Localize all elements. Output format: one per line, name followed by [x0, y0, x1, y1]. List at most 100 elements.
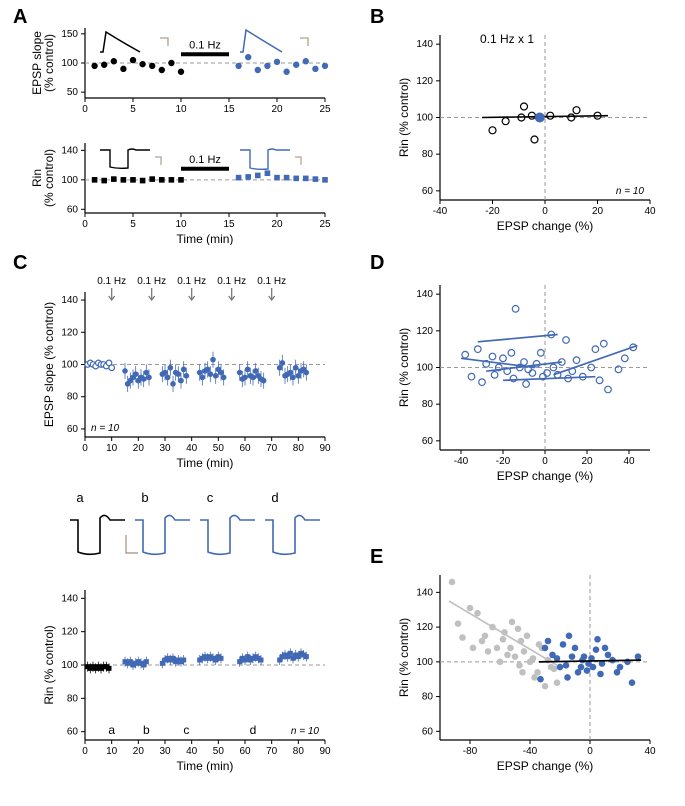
panel-label-E: E: [370, 546, 383, 569]
svg-text:60: 60: [239, 746, 251, 757]
svg-text:80: 80: [67, 392, 79, 403]
svg-text:a: a: [108, 723, 115, 737]
chart-A-top: 051015202550100150EPSP slope(% control)0…: [30, 20, 340, 130]
svg-text:70: 70: [266, 746, 278, 757]
svg-text:Rin (% control): Rin (% control): [397, 618, 411, 697]
svg-text:n = 10: n = 10: [91, 423, 120, 434]
svg-text:n = 10: n = 10: [616, 186, 645, 197]
panel-A-bottom: 051015202560100140Time (min)Rin(% contro…: [30, 135, 340, 245]
svg-text:10: 10: [106, 746, 118, 757]
svg-text:0: 0: [82, 746, 88, 757]
panel-A-top: 051015202550100150EPSP slope(% control)0…: [30, 20, 340, 130]
svg-text:EPSP change (%): EPSP change (%): [497, 759, 594, 773]
svg-text:0.1 Hz: 0.1 Hz: [217, 276, 246, 287]
chart-C-bottom: 01020304050607080906080100120140Time (mi…: [30, 580, 340, 785]
svg-text:c: c: [207, 490, 214, 505]
svg-text:b: b: [141, 490, 148, 505]
svg-text:Time (min): Time (min): [177, 759, 234, 773]
svg-text:80: 80: [422, 399, 434, 410]
svg-text:60: 60: [422, 436, 434, 447]
svg-text:100: 100: [416, 113, 433, 124]
panel-label-A: A: [13, 6, 27, 29]
svg-text:60: 60: [239, 443, 251, 454]
panel-C-traces: a b c d: [30, 490, 340, 570]
svg-text:140: 140: [61, 295, 78, 306]
svg-text:10: 10: [106, 443, 118, 454]
chart-B: -40-20020406080100120140EPSP change (%)R…: [385, 20, 670, 245]
svg-text:90: 90: [319, 746, 331, 757]
svg-text:40: 40: [186, 746, 198, 757]
svg-text:a: a: [76, 490, 84, 505]
svg-text:150: 150: [61, 29, 78, 40]
svg-text:5: 5: [130, 219, 136, 230]
svg-text:20: 20: [133, 746, 145, 757]
svg-text:0: 0: [82, 219, 88, 230]
svg-text:60: 60: [67, 424, 79, 435]
svg-text:80: 80: [422, 692, 434, 703]
svg-text:100: 100: [416, 657, 433, 668]
svg-text:0.1 Hz: 0.1 Hz: [137, 276, 166, 287]
svg-text:100: 100: [61, 58, 78, 69]
svg-text:50: 50: [213, 443, 225, 454]
svg-text:0.1 Hz: 0.1 Hz: [189, 39, 221, 51]
svg-text:120: 120: [61, 627, 78, 638]
svg-text:n = 10: n = 10: [291, 726, 320, 737]
svg-text:80: 80: [422, 149, 434, 160]
svg-text:120: 120: [416, 326, 433, 337]
svg-text:140: 140: [416, 587, 433, 598]
chart-E: -80-400406080100120140EPSP change (%)Rin…: [385, 560, 670, 785]
svg-text:20: 20: [592, 206, 604, 217]
chart-D: -40-20020406080100120140EPSP change (%)R…: [385, 270, 670, 495]
svg-text:-20: -20: [485, 206, 500, 217]
svg-text:b: b: [143, 723, 150, 737]
svg-text:0.1 Hz x 1: 0.1 Hz x 1: [480, 32, 534, 46]
svg-text:0.1 Hz: 0.1 Hz: [189, 154, 221, 166]
svg-text:80: 80: [293, 443, 305, 454]
svg-text:20: 20: [271, 219, 283, 230]
svg-text:60: 60: [422, 726, 434, 737]
svg-text:0: 0: [542, 206, 548, 217]
svg-text:15: 15: [223, 219, 235, 230]
svg-text:20: 20: [133, 443, 145, 454]
svg-text:80: 80: [293, 746, 305, 757]
svg-text:50: 50: [67, 87, 79, 98]
svg-text:-40: -40: [454, 456, 469, 467]
panel-label-C: C: [13, 252, 27, 275]
svg-text:50: 50: [213, 746, 225, 757]
svg-text:40: 40: [644, 206, 656, 217]
svg-text:-20: -20: [496, 456, 511, 467]
panel-D: -40-20020406080100120140EPSP change (%)R…: [385, 270, 670, 495]
svg-text:70: 70: [266, 443, 278, 454]
svg-text:140: 140: [61, 593, 78, 604]
svg-text:40: 40: [644, 746, 656, 757]
panel-C-bottom: 01020304050607080906080100120140Time (mi…: [30, 580, 340, 785]
svg-text:10: 10: [175, 104, 187, 115]
svg-text:d: d: [250, 723, 257, 737]
svg-text:d: d: [271, 490, 278, 505]
svg-text:100: 100: [61, 360, 78, 371]
svg-text:25: 25: [319, 104, 331, 115]
svg-text:60: 60: [67, 204, 79, 215]
svg-text:Time (min): Time (min): [177, 456, 234, 470]
svg-text:0: 0: [82, 443, 88, 454]
svg-text:Time (min): Time (min): [177, 232, 234, 245]
svg-text:10: 10: [175, 219, 187, 230]
svg-text:60: 60: [67, 727, 79, 738]
svg-text:EPSP change (%): EPSP change (%): [497, 219, 594, 233]
chart-A-bottom: 051015202560100140Time (min)Rin(% contro…: [30, 135, 340, 245]
svg-text:0: 0: [542, 456, 548, 467]
svg-text:15: 15: [223, 104, 235, 115]
panel-C-top: 01020304050607080906080100120140Time (mi…: [30, 270, 340, 475]
svg-text:90: 90: [319, 443, 331, 454]
svg-text:100: 100: [61, 660, 78, 671]
svg-text:60: 60: [422, 186, 434, 197]
svg-text:Rin (% control): Rin (% control): [42, 625, 56, 704]
svg-text:0: 0: [82, 104, 88, 115]
svg-text:140: 140: [416, 289, 433, 300]
svg-text:-80: -80: [463, 746, 478, 757]
svg-text:20: 20: [581, 456, 593, 467]
panel-B: -40-20020406080100120140EPSP change (%)R…: [385, 20, 670, 245]
svg-text:25: 25: [319, 219, 331, 230]
svg-text:EPSP slope (% control): EPSP slope (% control): [42, 302, 56, 427]
svg-text:Rin (% control): Rin (% control): [397, 328, 411, 407]
